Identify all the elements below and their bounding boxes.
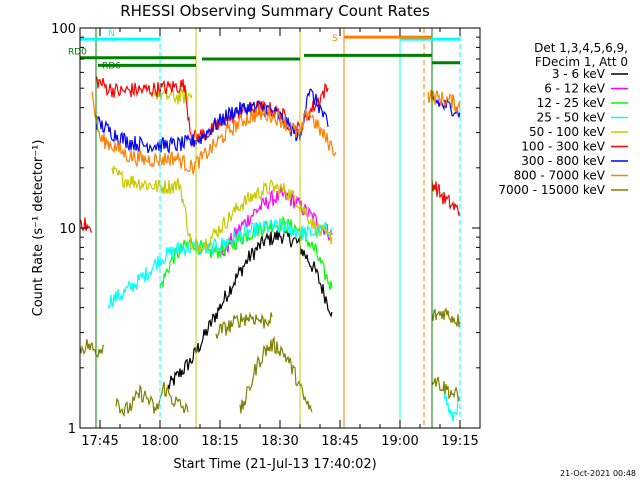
x-tick-label: 18:45 xyxy=(321,434,358,449)
series-0 xyxy=(167,229,333,390)
legend-header-line: Det 1,3,4,5,6,9, xyxy=(534,41,628,55)
legend-entry: 300 - 800 keV xyxy=(521,154,605,168)
legend-entry: 6 - 12 keV xyxy=(544,82,606,96)
x-tick-label: 19:00 xyxy=(381,434,418,449)
legend-entry: 50 - 100 keV xyxy=(529,125,606,139)
series-trace xyxy=(431,307,461,328)
series-trace xyxy=(239,335,313,414)
legend-entry: 12 - 25 keV xyxy=(537,96,606,110)
series-trace xyxy=(80,339,105,359)
x-tick-label: 17:45 xyxy=(81,434,118,449)
y-axis-label: Count Rate (s⁻¹ detector⁻¹) xyxy=(31,140,46,317)
series-trace xyxy=(427,89,461,113)
series-trace xyxy=(111,164,333,254)
series-7 xyxy=(91,89,461,175)
series-6 xyxy=(95,88,461,155)
axes: 1 10 100 17:45 18:00 18:15 18:30 18:45 19:00 19:1… xyxy=(51,22,481,449)
series-layer xyxy=(80,75,461,422)
chart-title: RHESSI Observing Summary Count Rates xyxy=(120,2,430,20)
flag-label: N xyxy=(108,29,115,39)
flag-label: S xyxy=(332,34,338,44)
flag-label: RD6 xyxy=(102,61,121,71)
series-5 xyxy=(80,75,461,233)
series-trace xyxy=(431,376,461,402)
y-tick-label: 1 xyxy=(68,422,76,437)
series-trace xyxy=(431,95,461,118)
y-tick-label: 10 xyxy=(59,222,76,237)
x-tick-label: 19:15 xyxy=(441,434,478,449)
legend-entry: 100 - 300 keV xyxy=(521,140,605,154)
x-tick-label: 18:30 xyxy=(261,434,298,449)
series-trace xyxy=(107,219,333,310)
series-trace xyxy=(95,75,329,148)
flag-label: RD0 xyxy=(68,48,87,58)
series-trace xyxy=(215,311,273,339)
series-trace xyxy=(95,88,329,155)
series-trace xyxy=(443,388,461,422)
flags-layer: N S RD0 RD6 xyxy=(68,28,461,428)
series-trace xyxy=(80,217,93,233)
legend-entry: 7000 - 15000 keV xyxy=(498,183,605,197)
series-trace xyxy=(91,91,337,175)
legend-header-line: FDecim 1, Att 0 xyxy=(535,55,628,69)
series-trace xyxy=(431,179,461,216)
y-tick-label: 100 xyxy=(51,22,76,37)
series-trace xyxy=(167,229,333,390)
legend-entry: 800 - 7000 keV xyxy=(514,169,606,183)
series-3 xyxy=(107,219,461,422)
x-axis-label: Start Time (21-Jul-13 17:40:02) xyxy=(173,457,376,472)
x-tick-label: 18:00 xyxy=(141,434,178,449)
footer-date: 21-Oct-2021 00:48 xyxy=(560,469,636,478)
legend-entry: 25 - 50 keV xyxy=(537,111,606,125)
legend: Det 1,3,4,5,6,9,FDecim 1, Att 03 - 6 keV… xyxy=(498,41,628,197)
series-8 xyxy=(80,307,461,417)
legend-entry: 3 - 6 keV xyxy=(552,67,606,81)
series-trace xyxy=(115,381,189,417)
x-tick-label: 18:15 xyxy=(201,434,238,449)
